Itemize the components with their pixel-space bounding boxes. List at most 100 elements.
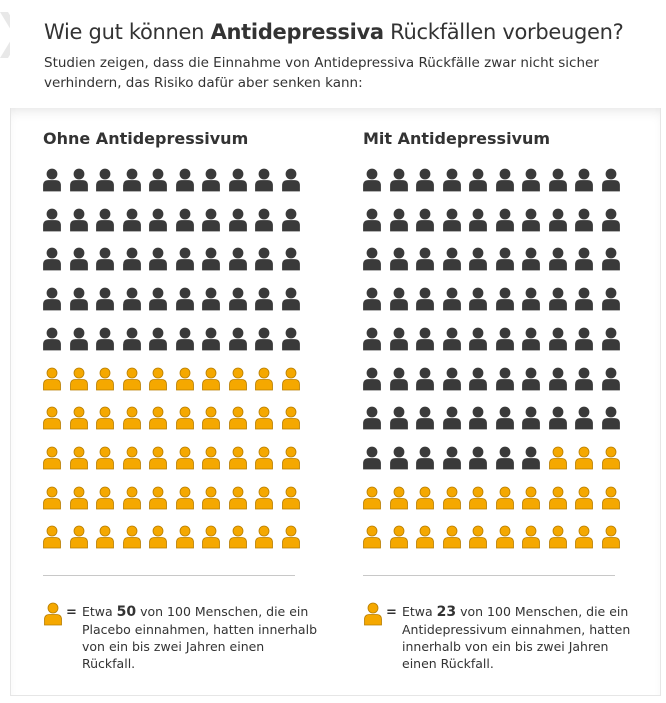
person-icon (42, 525, 62, 549)
person-icon (548, 247, 568, 271)
person-icon (122, 327, 142, 351)
person-icon (69, 208, 89, 232)
person-icon (95, 525, 115, 549)
person-icon (389, 247, 409, 271)
header (10, 0, 661, 108)
person-icon (69, 327, 89, 351)
person-icon (201, 247, 221, 271)
person-icon (122, 525, 142, 549)
person-icon (281, 486, 301, 510)
person-icon (95, 486, 115, 510)
person-icon (281, 327, 301, 351)
person-icon (521, 168, 541, 192)
title-bold: Antidepressiva (210, 20, 385, 44)
person-icon (122, 367, 142, 391)
person-icon (148, 367, 168, 391)
person-icon (574, 327, 594, 351)
person-icon (175, 247, 195, 271)
legend-equals: = (66, 605, 77, 620)
person-icon (521, 367, 541, 391)
person-icon (281, 287, 301, 311)
person-icon (495, 208, 515, 232)
person-icon (548, 446, 568, 470)
person-icon (495, 168, 515, 192)
person-icon (122, 247, 142, 271)
person-icon (362, 406, 382, 430)
person-icon (601, 525, 621, 549)
person-icon (201, 208, 221, 232)
person-icon (122, 446, 142, 470)
person-icon (521, 287, 541, 311)
legend-part: Etwa (402, 604, 437, 619)
person-icon (362, 446, 382, 470)
person-icon (42, 247, 62, 271)
person-icon (362, 525, 382, 549)
person-icon (363, 602, 383, 626)
person-icon (201, 327, 221, 351)
person-icon (495, 287, 515, 311)
person-icon (521, 247, 541, 271)
person-icon (521, 208, 541, 232)
person-icon (201, 367, 221, 391)
person-icon (228, 406, 248, 430)
person-icon (601, 446, 621, 470)
person-icon (175, 367, 195, 391)
person-icon (362, 367, 382, 391)
person-icon (548, 327, 568, 351)
figure-panel (10, 108, 661, 696)
person-icon (148, 327, 168, 351)
person-icon (201, 406, 221, 430)
person-icon (254, 168, 274, 192)
person-icon (468, 327, 488, 351)
legend-number: 50 (116, 604, 137, 620)
person-icon (389, 367, 409, 391)
person-icon (574, 208, 594, 232)
person-icon (574, 168, 594, 192)
person-icon (415, 406, 435, 430)
divider (363, 575, 615, 576)
person-icon (521, 446, 541, 470)
person-icon (574, 525, 594, 549)
person-icon (548, 168, 568, 192)
person-icon (95, 208, 115, 232)
person-icon (281, 406, 301, 430)
person-icon (281, 446, 301, 470)
person-icon (122, 406, 142, 430)
group-title-antidepressant: Mit Antidepressivum (363, 129, 551, 148)
people-grid-antidepressant (362, 168, 632, 553)
person-icon (442, 208, 462, 232)
person-icon (574, 406, 594, 430)
person-icon (43, 602, 63, 626)
person-icon (389, 486, 409, 510)
person-icon (175, 327, 195, 351)
person-icon (362, 287, 382, 311)
page-title: Wie gut können Antidepressiva Rückfällen… (44, 18, 624, 46)
person-icon (548, 486, 568, 510)
person-icon (415, 486, 435, 510)
person-icon (281, 168, 301, 192)
person-icon (574, 287, 594, 311)
person-icon (574, 446, 594, 470)
person-icon (201, 525, 221, 549)
person-icon (175, 287, 195, 311)
person-icon (281, 247, 301, 271)
person-icon (442, 406, 462, 430)
person-icon (122, 208, 142, 232)
person-icon (415, 525, 435, 549)
person-icon (42, 446, 62, 470)
person-icon (495, 327, 515, 351)
person-icon (468, 287, 488, 311)
person-icon (254, 406, 274, 430)
person-icon (495, 525, 515, 549)
person-icon (468, 367, 488, 391)
person-icon (548, 287, 568, 311)
person-icon (442, 446, 462, 470)
person-icon (495, 367, 515, 391)
person-icon (389, 525, 409, 549)
person-icon (389, 446, 409, 470)
person-icon (228, 287, 248, 311)
person-icon (42, 208, 62, 232)
person-icon (495, 446, 515, 470)
person-icon (148, 247, 168, 271)
person-icon (69, 287, 89, 311)
